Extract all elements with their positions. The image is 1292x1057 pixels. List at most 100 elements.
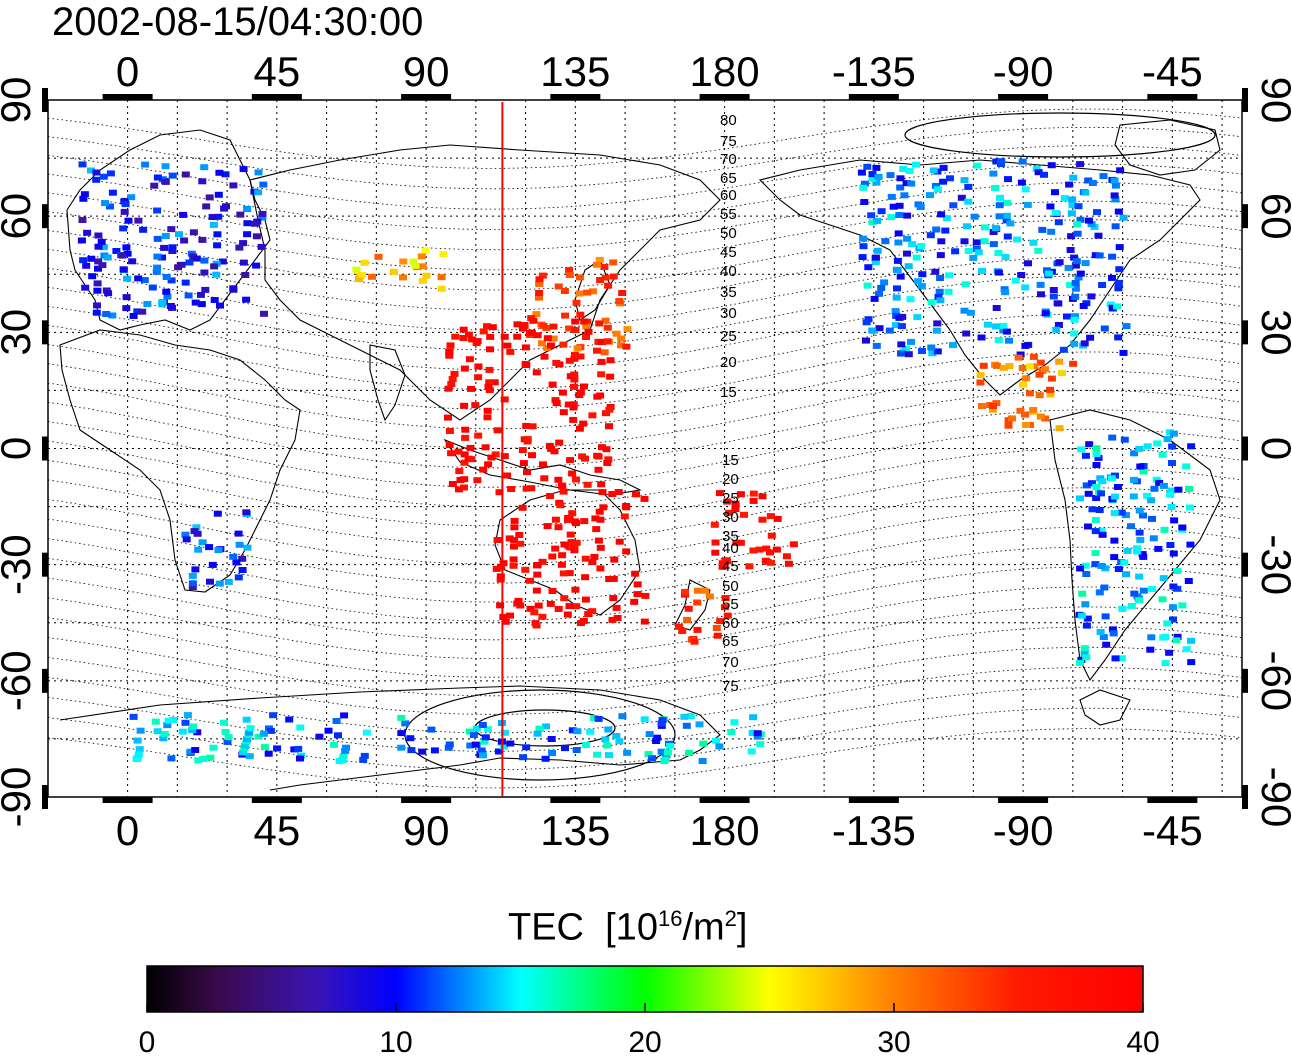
tec-point <box>197 301 206 308</box>
tec-point <box>490 379 499 386</box>
x-tick-label-top: 0 <box>116 48 139 95</box>
tec-point <box>1085 217 1093 224</box>
tec-point <box>604 282 613 289</box>
tec-point <box>1041 366 1050 373</box>
tec-point <box>465 728 474 735</box>
tec-point <box>1102 641 1111 648</box>
frame-tick-top <box>699 94 750 100</box>
frame-tick-bottom <box>251 797 302 803</box>
tec-point <box>617 335 626 342</box>
tec-point <box>103 254 112 261</box>
tec-point <box>749 490 758 497</box>
tec-point <box>519 754 528 761</box>
tec-point <box>877 208 886 215</box>
tec-point <box>896 184 905 191</box>
tec-point <box>254 189 263 196</box>
tec-point <box>918 271 927 278</box>
tec-point <box>1085 441 1094 448</box>
tec-point <box>862 319 871 326</box>
tec-point <box>1133 545 1142 552</box>
tec-point <box>789 541 798 548</box>
tec-point <box>576 353 585 360</box>
tec-point <box>1173 633 1182 640</box>
tec-point <box>926 192 934 199</box>
tec-point <box>575 274 584 281</box>
tec-point <box>397 714 406 721</box>
tec-point <box>1091 528 1100 535</box>
tec-point <box>509 562 518 569</box>
tec-point <box>686 713 695 720</box>
tec-point <box>617 342 625 349</box>
tec-point <box>243 220 252 227</box>
tec-point <box>891 308 900 315</box>
tec-point <box>581 455 589 462</box>
tec-point <box>221 728 230 735</box>
tec-point <box>641 592 650 599</box>
tec-point <box>912 254 921 261</box>
tec-point <box>877 285 886 291</box>
tec-point <box>430 747 439 754</box>
tec-point <box>622 503 631 509</box>
tec-point <box>181 531 190 538</box>
tec-point <box>214 191 223 198</box>
tec-point <box>1054 322 1063 328</box>
tec-point <box>500 396 509 403</box>
tec-point <box>615 738 624 745</box>
tec-point <box>604 456 613 463</box>
tec-point <box>1094 232 1103 239</box>
tec-point <box>521 566 530 573</box>
colorbar-title-unit-mid: /m <box>682 906 725 949</box>
tec-point <box>560 288 569 294</box>
tec-point <box>1122 323 1131 330</box>
tec-point <box>1018 364 1027 371</box>
tec-point <box>551 516 560 523</box>
tec-point <box>219 719 228 726</box>
tec-point <box>543 335 552 342</box>
tec-point <box>1087 221 1096 228</box>
tec-point <box>972 245 981 252</box>
tec-point <box>693 587 702 594</box>
tec-point <box>1021 284 1030 291</box>
tec-point <box>1152 476 1161 483</box>
y-tick-label-left: 90 <box>0 77 39 124</box>
map-timestamp: 2002-08-15/04:30:00 <box>52 0 424 44</box>
tec-point <box>732 539 741 546</box>
tec-point <box>992 323 1001 330</box>
tec-point <box>1139 468 1148 475</box>
tec-point <box>141 161 150 168</box>
tec-point <box>1150 485 1159 492</box>
tec-point <box>623 326 632 333</box>
north-pole-contour <box>904 112 1216 158</box>
contour-line <box>48 390 1242 469</box>
tec-point <box>360 259 369 266</box>
tec-point <box>188 580 197 587</box>
tec-point <box>999 322 1008 329</box>
tec-point <box>79 195 88 202</box>
tec-point <box>949 202 958 209</box>
contour-label: 55 <box>722 596 739 613</box>
tec-point <box>389 268 398 275</box>
tec-point <box>1109 630 1118 637</box>
tec-point <box>459 326 468 333</box>
tec-point <box>615 298 624 304</box>
tec-point <box>565 570 574 577</box>
tec-point <box>477 747 486 754</box>
tec-point <box>994 337 1003 344</box>
tec-point <box>535 290 544 296</box>
contour-labels: 8075706560555045403530252015152025303540… <box>720 112 739 695</box>
contour-label: 20 <box>722 471 739 488</box>
tec-point <box>539 461 547 468</box>
tec-point <box>241 272 250 278</box>
tec-point <box>609 595 618 602</box>
contour-label: 65 <box>720 170 737 187</box>
tec-point <box>503 342 512 349</box>
tec-point <box>1055 259 1064 266</box>
colorbar-tick-label: 40 <box>1126 1026 1159 1057</box>
tec-point <box>784 560 793 567</box>
tec-point <box>640 618 649 625</box>
x-tick-label-top: 45 <box>253 48 300 95</box>
tec-point <box>238 567 247 573</box>
tec-point <box>92 176 101 183</box>
tec-point <box>515 532 524 538</box>
frame-tick-right <box>1242 204 1248 229</box>
